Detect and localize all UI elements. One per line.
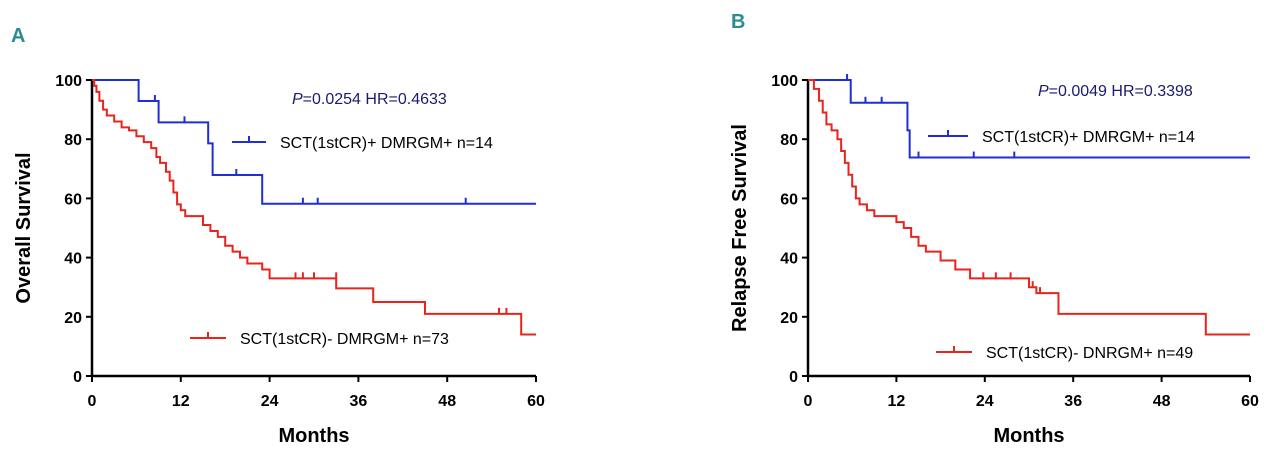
- panel-b: B 0 20 40 60 80 100 0 12 24 36 48 60 Months Relapse Fr…: [729, 11, 1259, 447]
- panel-b-y-tick-label: 60: [780, 191, 798, 208]
- panel-a-series-red-line: [92, 79, 536, 336]
- panel-b-y-tick-label: 80: [780, 132, 798, 149]
- panel-a-legend-label: SCT(1stCR)- DMRGM+ n=73: [240, 331, 449, 348]
- panel-a-y-tick-label: 20: [64, 310, 82, 327]
- panel-b-y-tick-label: 20: [780, 310, 798, 327]
- panel-b-x-tick-label: 48: [1153, 393, 1171, 410]
- panel-b-legend-label: SCT(1stCR)- DNRGM+ n=49: [986, 345, 1193, 362]
- panel-a-x-tick-label: 48: [438, 393, 456, 410]
- panel-b-x-tick-label: 36: [1064, 393, 1082, 410]
- panel-a-label: A: [11, 25, 25, 47]
- panel-b-series-red-line: [808, 79, 1250, 336]
- panel-b-x-tick-label: 12: [888, 393, 906, 410]
- panel-b-y-tick-label: 100: [771, 73, 798, 90]
- panel-b-x-tick-label: 24: [976, 393, 994, 410]
- panel-a-series-blue-line: [92, 79, 536, 205]
- panel-a-y-tick-label: 100: [55, 73, 82, 90]
- panel-b-label: B: [731, 11, 745, 33]
- panel-b-stats-annotation: P=0.0049 HR=0.3398: [1038, 83, 1193, 100]
- panel-b-y-tick-label: 40: [780, 251, 798, 268]
- panel-b-x-tick-label: 0: [804, 393, 813, 410]
- panel-a-y-tick-label: 0: [73, 369, 82, 386]
- panel-b-y-tick-label: 0: [789, 369, 798, 386]
- panel-a-x-tick-label: 60: [527, 393, 545, 410]
- panel-a-legend-label: SCT(1stCR)+ DMRGM+ n=14: [280, 135, 493, 152]
- panel-a-x-tick-label: 36: [350, 393, 368, 410]
- panel-a-x-axis-title: Months: [278, 425, 349, 447]
- panel-a-x-tick-label: 0: [88, 393, 97, 410]
- panel-b-legend-label: SCT(1stCR)+ DMRGM+ n=14: [982, 129, 1195, 146]
- panel-a-y-axis-title: Overall Survival: [13, 152, 35, 303]
- panel-b-x-axis-title: Months: [993, 425, 1064, 447]
- panel-a-y-tick-label: 60: [64, 191, 82, 208]
- panel-a-y-tick-label: 80: [64, 132, 82, 149]
- panel-a-stats-annotation: P=0.0254 HR=0.4633: [292, 91, 447, 108]
- panel-a-y-tick-label: 40: [64, 251, 82, 268]
- panel-b-x-tick-label: 60: [1241, 393, 1259, 410]
- panel-b-series-blue-line: [808, 79, 1250, 159]
- panel-a-x-tick-label: 12: [172, 393, 190, 410]
- panel-a-x-tick-label: 24: [261, 393, 279, 410]
- panel-b-y-axis-title: Relapse Free Survival: [729, 124, 751, 332]
- panel-a: A 0 20 40 60 80 100 0 12 24 36 48 60 Months Overall Su…: [11, 25, 545, 447]
